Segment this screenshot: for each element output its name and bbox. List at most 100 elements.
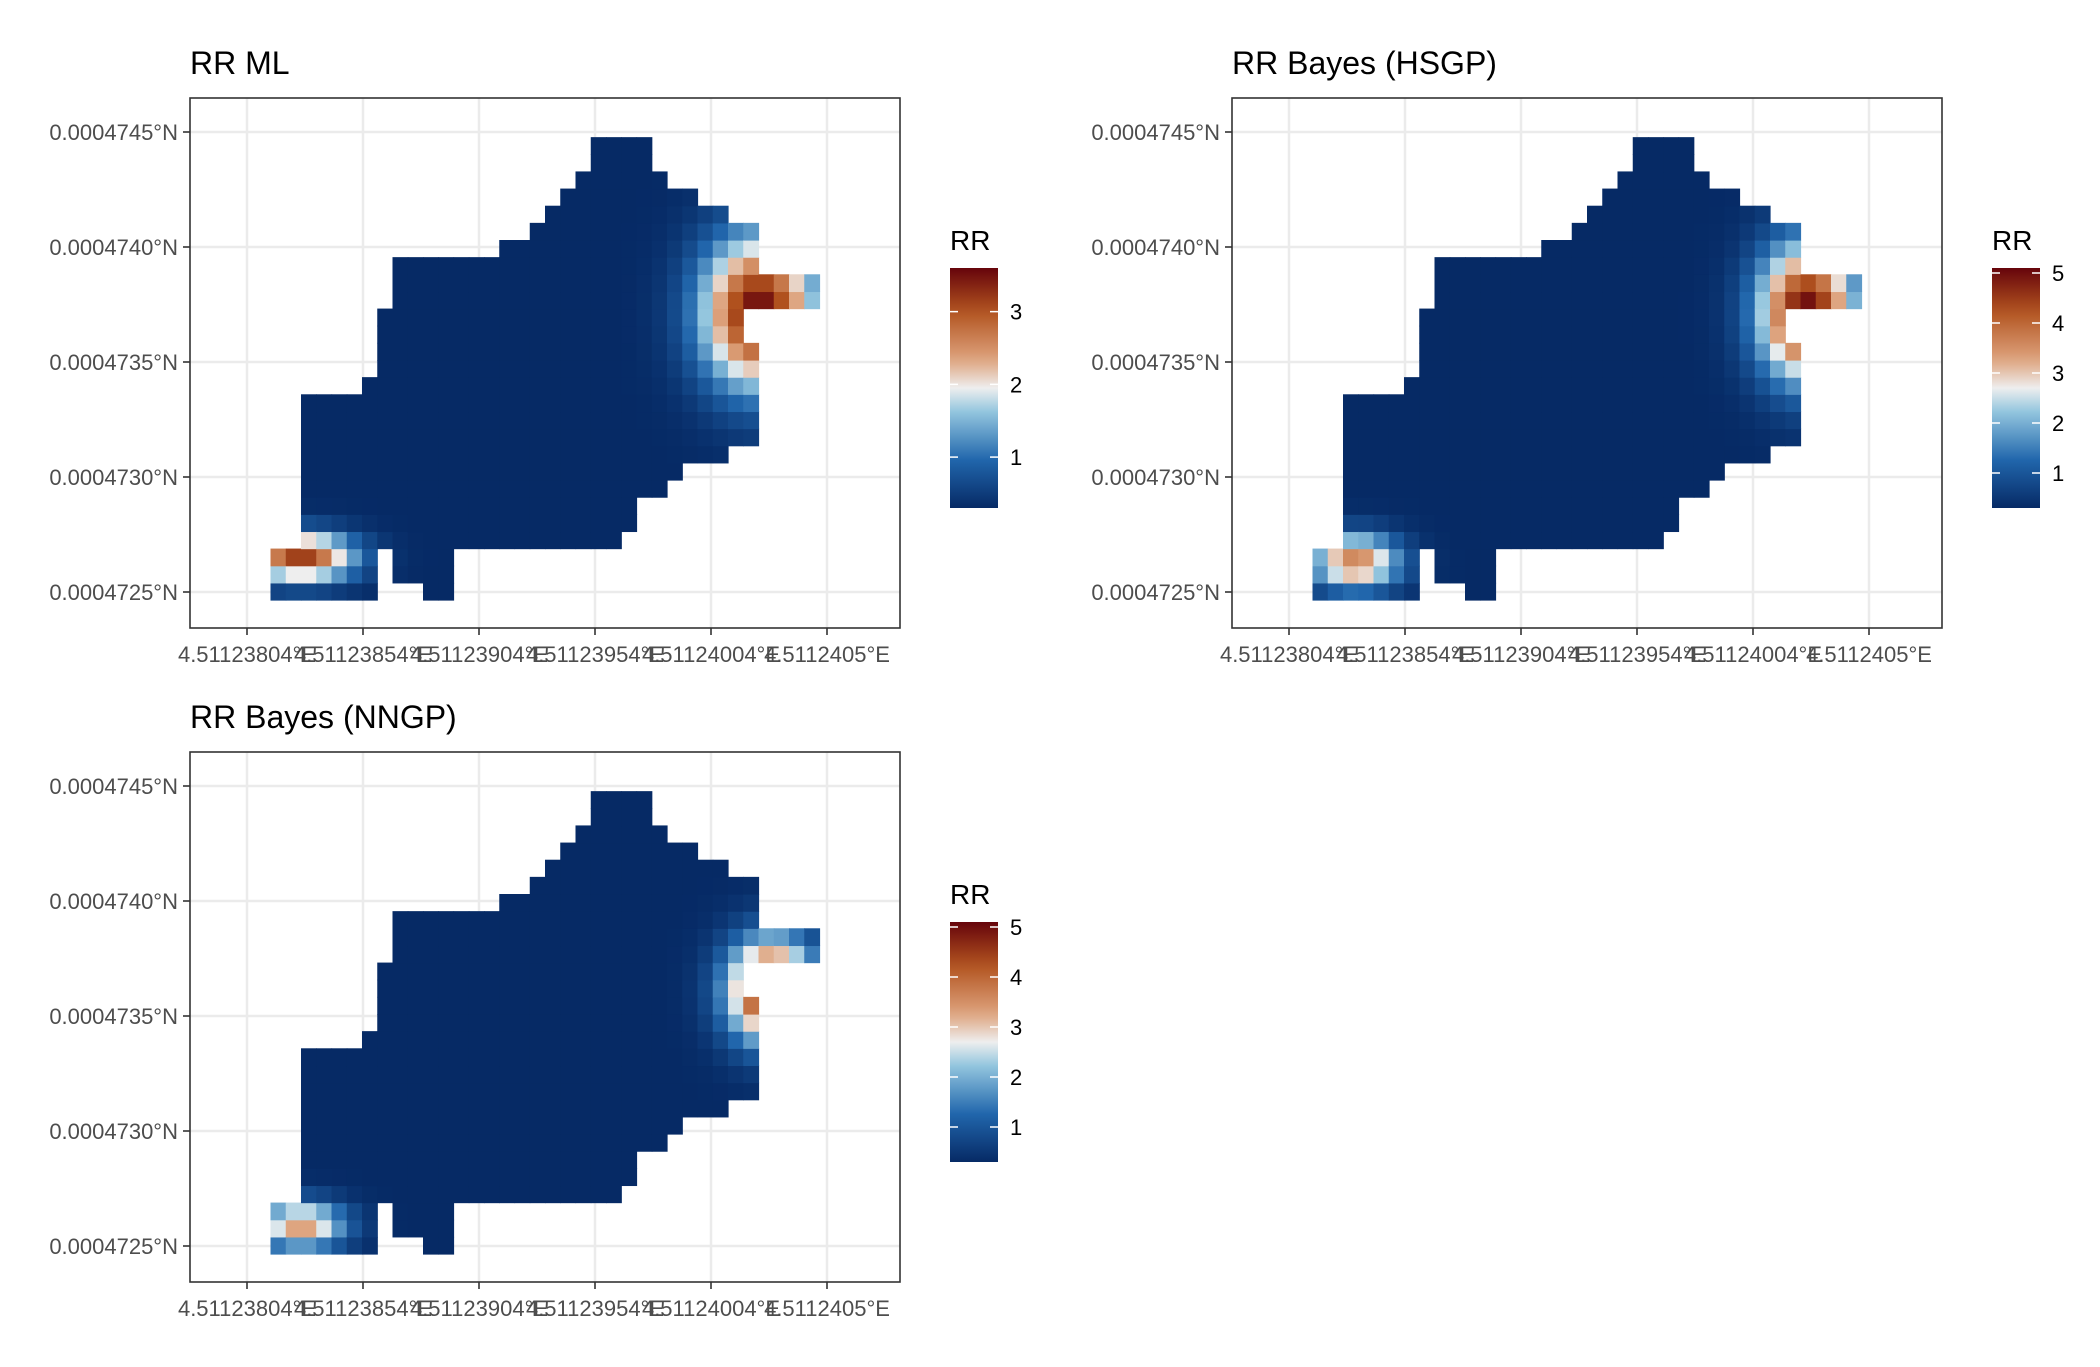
raster-cell xyxy=(545,291,561,310)
rr-raster xyxy=(270,791,821,1255)
raster-cell xyxy=(514,411,531,430)
raster-cell xyxy=(712,1082,729,1101)
raster-cell xyxy=(743,360,760,378)
raster-cell xyxy=(560,377,577,395)
raster-cell xyxy=(667,1116,683,1135)
raster-cell xyxy=(499,1151,516,1169)
raster-cell xyxy=(529,894,546,912)
raster-cell xyxy=(453,1185,470,1204)
raster-cell xyxy=(1434,308,1451,327)
raster-cell xyxy=(1709,428,1725,447)
raster-cell xyxy=(423,911,439,929)
raster-cell xyxy=(514,996,531,1015)
raster-cell xyxy=(1404,531,1420,550)
raster-cell xyxy=(575,360,592,378)
raster-cell xyxy=(1373,582,1390,601)
raster-cell xyxy=(1449,360,1466,378)
raster-cell xyxy=(636,240,653,258)
raster-cell xyxy=(499,514,516,533)
raster-cell xyxy=(1343,428,1359,447)
raster-cell xyxy=(468,342,485,361)
raster-cell xyxy=(1480,360,1497,378)
raster-cell xyxy=(606,308,622,327)
raster-cell xyxy=(1419,497,1436,515)
raster-cell xyxy=(545,962,561,981)
raster-cell xyxy=(499,274,516,293)
raster-cell xyxy=(773,274,790,293)
raster-cell xyxy=(1617,445,1634,464)
raster-cell xyxy=(651,996,668,1015)
raster-cell xyxy=(1526,462,1542,481)
raster-cell xyxy=(514,462,531,481)
raster-cell xyxy=(468,480,485,498)
raster-cell xyxy=(575,876,592,895)
raster-cell xyxy=(1587,377,1603,395)
raster-cell xyxy=(545,1151,561,1169)
raster-cell xyxy=(1739,257,1756,275)
raster-cell xyxy=(438,514,455,533)
raster-cell xyxy=(423,928,439,947)
raster-cell xyxy=(560,1116,577,1135)
raster-cell xyxy=(560,291,577,310)
raster-cell xyxy=(1556,428,1573,447)
raster-cell xyxy=(468,1116,485,1135)
raster-cell xyxy=(1587,428,1603,447)
raster-cell xyxy=(789,274,805,293)
raster-cell xyxy=(1693,257,1710,275)
raster-cell xyxy=(1617,274,1634,293)
raster-cell xyxy=(1709,240,1725,258)
raster-cell xyxy=(728,928,744,947)
raster-cell xyxy=(1480,325,1497,344)
raster-cell xyxy=(667,842,683,861)
raster-cell xyxy=(1617,342,1634,361)
raster-cell xyxy=(743,377,760,395)
raster-cell xyxy=(1526,360,1542,378)
raster-cell xyxy=(773,291,790,310)
raster-cell xyxy=(529,1185,546,1204)
raster-cell xyxy=(606,1134,622,1152)
raster-cell xyxy=(575,1082,592,1101)
raster-cell xyxy=(407,394,424,413)
raster-cell xyxy=(407,514,424,533)
raster-cell xyxy=(1709,462,1725,481)
raster-cell xyxy=(392,308,409,327)
raster-cell xyxy=(499,1099,516,1118)
raster-cell xyxy=(1709,188,1725,207)
legend-tick-label: 2 xyxy=(1010,372,1022,397)
raster-cell xyxy=(1678,222,1695,241)
raster-cell xyxy=(590,1168,607,1187)
raster-cell xyxy=(316,480,333,498)
raster-cell xyxy=(514,240,531,258)
raster-cell xyxy=(1541,394,1558,413)
raster-cell xyxy=(575,979,592,998)
legend-tick-label: 5 xyxy=(2052,261,2064,286)
raster-cell xyxy=(1495,462,1512,481)
raster-cell xyxy=(1480,394,1497,413)
raster-cell xyxy=(636,825,653,844)
raster-cell xyxy=(499,1168,516,1187)
raster-cell xyxy=(1373,462,1390,481)
raster-cell xyxy=(575,1065,592,1084)
raster-cell xyxy=(377,411,394,430)
raster-cell xyxy=(407,1116,424,1135)
raster-cell xyxy=(1678,240,1695,258)
raster-cell xyxy=(423,360,439,378)
raster-cell xyxy=(346,1116,363,1135)
raster-cell xyxy=(1465,308,1481,327)
raster-cell xyxy=(423,342,439,361)
raster-cell xyxy=(682,188,699,207)
raster-cell xyxy=(1556,462,1573,481)
raster-cell xyxy=(1770,325,1786,344)
raster-cell xyxy=(1602,257,1619,275)
raster-cell xyxy=(1419,411,1436,430)
raster-cell xyxy=(743,1014,760,1032)
raster-cell xyxy=(743,1031,760,1049)
raster-cell xyxy=(560,1065,577,1084)
raster-cell xyxy=(545,240,561,258)
raster-cell xyxy=(545,445,561,464)
raster-cell xyxy=(697,945,714,964)
raster-cell xyxy=(423,291,439,310)
raster-cell xyxy=(636,791,653,809)
raster-cell xyxy=(1419,445,1436,464)
raster-cell xyxy=(682,445,699,464)
